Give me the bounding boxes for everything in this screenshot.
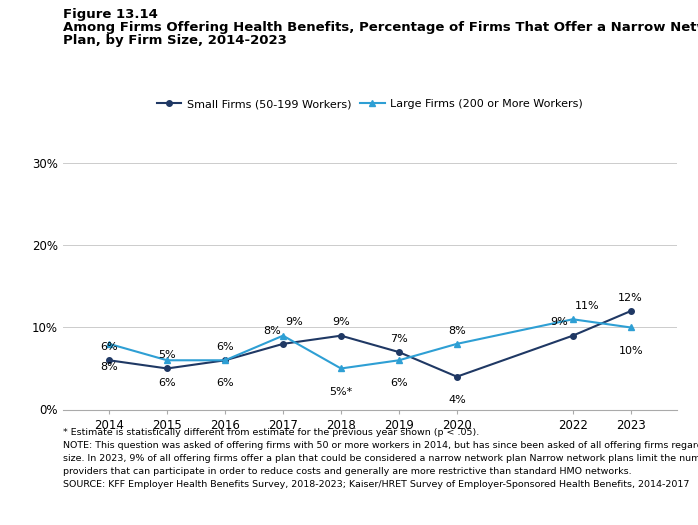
Text: NOTE: This question was asked of offering firms with 50 or more workers in 2014,: NOTE: This question was asked of offerin… [63, 441, 698, 450]
Text: 6%: 6% [101, 342, 118, 352]
Text: 8%: 8% [448, 326, 466, 335]
Text: SOURCE: KFF Employer Health Benefits Survey, 2018-2023; Kaiser/HRET Survey of Em: SOURCE: KFF Employer Health Benefits Sur… [63, 480, 689, 489]
Text: 6%: 6% [390, 379, 408, 388]
Text: 6%: 6% [158, 379, 176, 388]
Text: * Estimate is statistically different from estimate for the previous year shown : * Estimate is statistically different fr… [63, 428, 479, 437]
Text: 8%: 8% [101, 362, 118, 372]
Text: 11%: 11% [574, 301, 599, 311]
Text: 9%: 9% [285, 317, 303, 328]
Text: 5%*: 5%* [329, 386, 352, 396]
Text: providers that can participate in order to reduce costs and generally are more r: providers that can participate in order … [63, 467, 632, 476]
Text: 6%: 6% [216, 379, 234, 388]
Text: 9%: 9% [332, 317, 350, 328]
Text: 5%: 5% [158, 350, 176, 360]
Text: 6%: 6% [216, 342, 234, 352]
Text: 10%: 10% [618, 345, 643, 355]
Text: Plan, by Firm Size, 2014-2023: Plan, by Firm Size, 2014-2023 [63, 34, 287, 47]
Text: Among Firms Offering Health Benefits, Percentage of Firms That Offer a Narrow Ne: Among Firms Offering Health Benefits, Pe… [63, 21, 698, 34]
Text: size. In 2023, 9% of all offering firms offer a plan that could be considered a : size. In 2023, 9% of all offering firms … [63, 454, 698, 463]
Text: Figure 13.14: Figure 13.14 [63, 8, 158, 21]
Text: 8%: 8% [263, 326, 281, 335]
Text: 9%: 9% [550, 317, 567, 328]
Text: 7%: 7% [390, 334, 408, 344]
Text: 4%: 4% [448, 395, 466, 405]
Legend: Small Firms (50-199 Workers), Large Firms (200 or More Workers): Small Firms (50-199 Workers), Large Firm… [152, 95, 588, 114]
Text: 12%: 12% [618, 293, 643, 303]
